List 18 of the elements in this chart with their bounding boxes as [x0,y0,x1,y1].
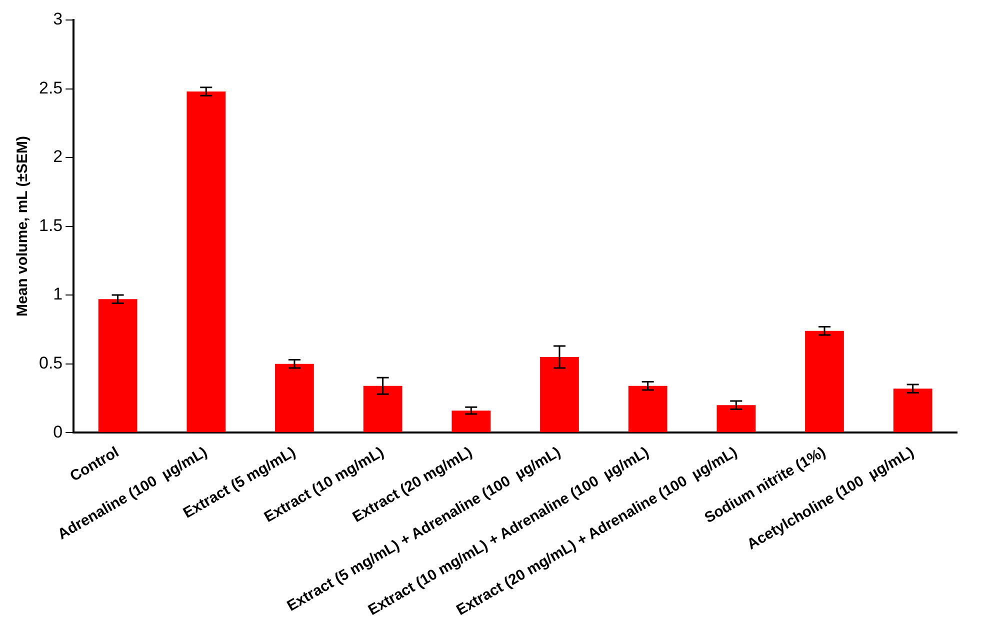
bar [275,364,314,432]
bar [805,330,844,432]
y-axis-title: Mean volume, mL (±SEM) [14,136,32,317]
bar [98,299,138,432]
bar [540,356,579,432]
y-tick-label: 2.5 [38,78,63,98]
y-tick-label: 1 [53,284,63,304]
y-tick-label: 0.5 [38,354,63,373]
bar [893,388,932,432]
bar [363,386,402,432]
bar [716,405,756,432]
bar [628,386,668,432]
y-tick-label: 0 [53,422,63,442]
bar [186,92,226,432]
bar [452,410,491,432]
y-tick-label: 3 [53,10,63,29]
y-tick-label: 1.5 [38,216,63,235]
y-tick-label: 2 [53,147,63,166]
